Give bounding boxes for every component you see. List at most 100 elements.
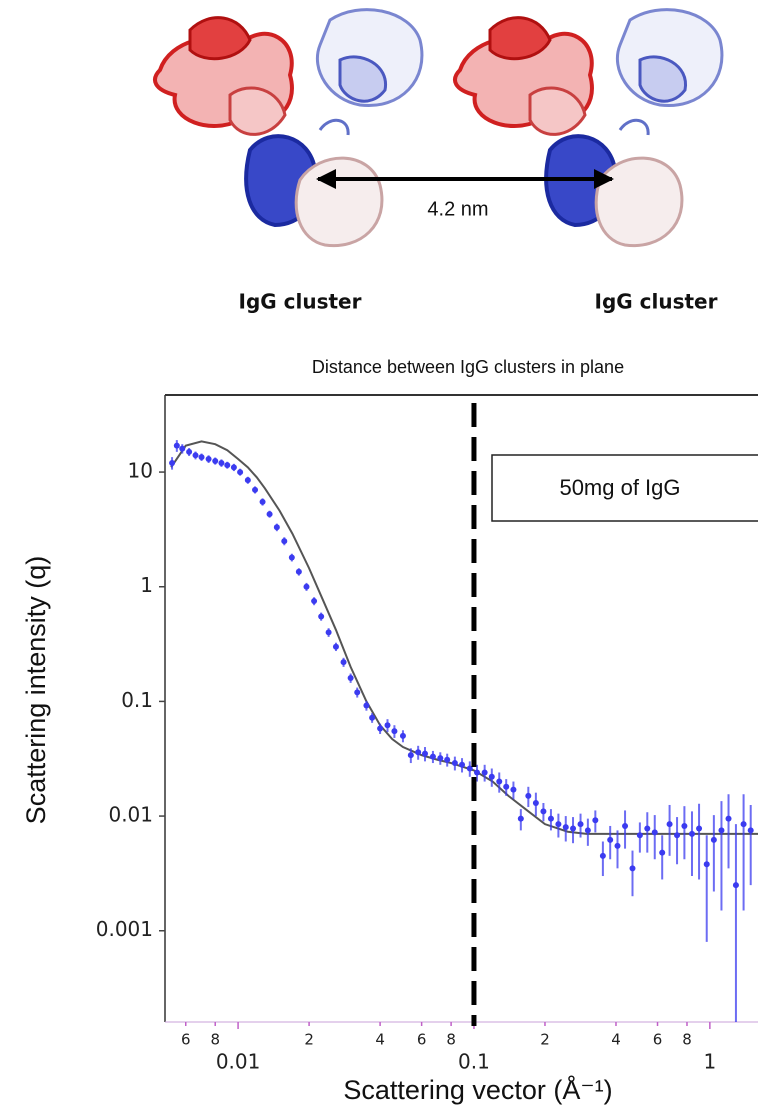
data-point: [311, 598, 318, 605]
data-point: [340, 659, 347, 666]
data-point: [540, 808, 547, 815]
data-point: [415, 749, 422, 756]
data-point: [674, 832, 681, 839]
data-point: [369, 714, 376, 721]
data-point: [437, 755, 444, 762]
x-tick-label: 1: [703, 1050, 716, 1074]
data-point: [599, 852, 606, 859]
data-point: [532, 800, 539, 807]
data-point: [173, 442, 180, 449]
data-point: [570, 825, 577, 832]
data-point: [266, 511, 273, 518]
data-point: [688, 830, 695, 837]
data-point: [407, 752, 414, 759]
data-point: [629, 865, 636, 872]
data-point: [510, 786, 517, 793]
data-point: [481, 769, 488, 776]
data-point: [466, 765, 473, 772]
data-point: [281, 538, 288, 545]
data-point: [391, 728, 398, 735]
data-point: [547, 815, 554, 822]
data-point: [252, 486, 259, 493]
data-point: [421, 750, 428, 757]
data-point: [503, 783, 510, 790]
data-point: [644, 825, 651, 832]
chart-title: Distance between IgG clusters in plane: [312, 357, 624, 377]
plot-area: [169, 440, 758, 1022]
data-point: [429, 753, 436, 760]
annotation-text: 50mg of IgG: [559, 475, 680, 500]
data-point: [169, 459, 176, 466]
data-point: [273, 524, 280, 531]
x-tick-label: 2: [540, 1031, 550, 1049]
data-point: [451, 760, 458, 767]
cluster-label: IgG cluster: [595, 290, 718, 314]
cluster-label: IgG cluster: [239, 290, 362, 314]
data-point: [592, 817, 599, 824]
data-point: [288, 554, 295, 561]
annotation-box: [491, 454, 758, 522]
data-point: [725, 815, 732, 822]
data-point: [377, 725, 384, 732]
data-point: [718, 827, 725, 834]
distance-label: 4.2 nm: [427, 198, 488, 220]
data-point: [584, 827, 591, 834]
data-point: [681, 822, 688, 829]
data-point: [622, 822, 629, 829]
y-tick-label: 0.01: [108, 803, 153, 827]
data-point: [399, 732, 406, 739]
data-point: [740, 821, 747, 828]
data-point: [354, 689, 361, 696]
x-tick-label: 8: [446, 1031, 456, 1049]
data-point: [303, 583, 310, 590]
data-point: [224, 462, 231, 469]
data-point: [363, 702, 370, 709]
data-point: [636, 832, 643, 839]
data-point: [179, 445, 186, 452]
x-tick-label: 2: [304, 1031, 314, 1049]
data-point: [517, 815, 524, 822]
x-tick-label: 0.01: [216, 1050, 261, 1074]
data-point: [212, 457, 219, 464]
label-background: [410, 195, 506, 225]
data-point: [295, 568, 302, 575]
data-point: [473, 769, 480, 776]
data-point: [488, 773, 495, 780]
data-point: [186, 448, 193, 455]
data-point: [444, 756, 451, 763]
y-axis-label: Scattering intensity (q): [21, 556, 51, 825]
data-point: [555, 821, 562, 828]
data-point: [666, 821, 673, 828]
x-tick-label: 4: [611, 1031, 621, 1049]
x-axis-label: Scattering vector (Å⁻¹): [343, 1074, 612, 1105]
x-tick-label: 8: [682, 1031, 692, 1049]
data-point: [384, 722, 391, 729]
igg-molecule: [153, 8, 424, 248]
x-tick-label: 8: [210, 1031, 220, 1049]
y-tick-label: 0.001: [96, 917, 153, 941]
data-point: [230, 464, 237, 471]
x-tick-label: 6: [181, 1031, 191, 1049]
data-point: [496, 778, 503, 785]
data-point: [614, 842, 621, 849]
y-tick-label: 10: [128, 459, 153, 483]
data-point: [659, 849, 666, 856]
data-point: [218, 459, 225, 466]
data-point: [525, 792, 532, 799]
y-tick-label: 1: [140, 573, 153, 597]
data-point: [747, 827, 754, 834]
x-tick-label: 6: [653, 1031, 663, 1049]
data-point: [318, 613, 325, 620]
y-tick-label: 0.1: [121, 688, 153, 712]
x-tick-label: 6: [417, 1031, 427, 1049]
data-point: [459, 761, 466, 768]
data-point: [562, 824, 569, 831]
x-tick-label: 4: [375, 1031, 385, 1049]
data-point: [237, 469, 244, 476]
data-point: [651, 829, 658, 836]
data-point: [244, 477, 251, 484]
data-point: [703, 861, 710, 868]
igg-illustration: 4.2 nm IgG cluster IgG cluster: [153, 8, 724, 314]
